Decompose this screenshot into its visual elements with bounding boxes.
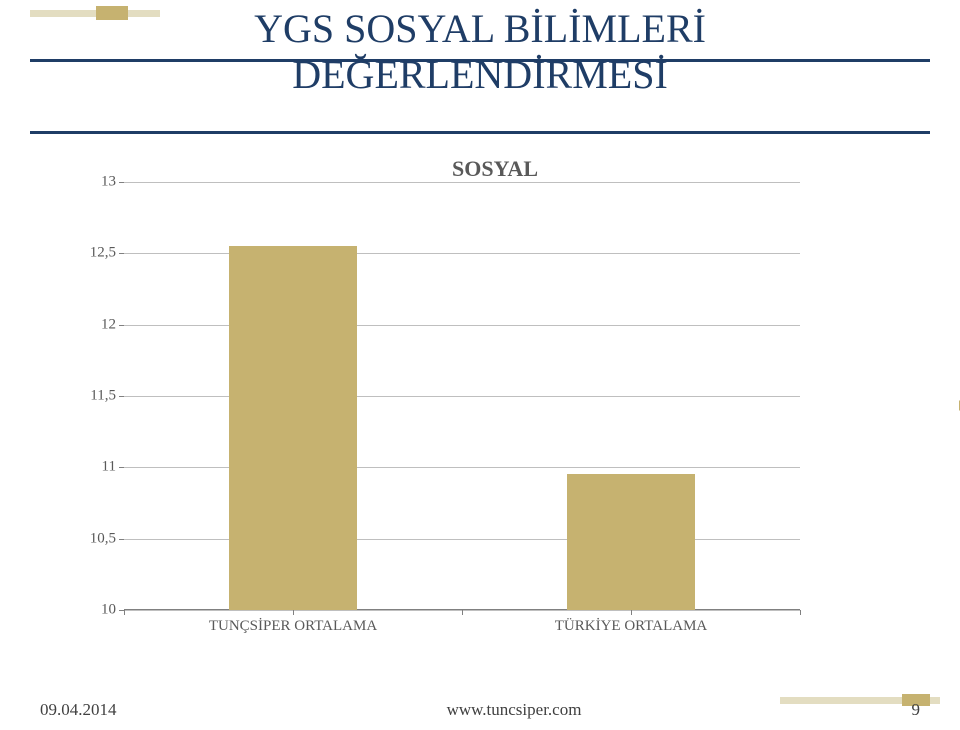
- grid-line: [124, 539, 800, 540]
- chart-title: SOSYAL: [70, 156, 920, 182]
- chart-plot: 1010,51111,51212,513TUNÇSİPER ORTALAMATÜ…: [124, 182, 800, 610]
- grid-line: [124, 253, 800, 254]
- x-boundary-tick: [124, 610, 125, 615]
- slide-title: YGS SOSYAL BİLİMLERİ DEĞERLENDİRMESİ: [60, 6, 900, 98]
- y-axis-label: 12,5: [90, 245, 116, 262]
- grid-line: [124, 467, 800, 468]
- y-axis-label: 12: [101, 316, 116, 333]
- title-rule-bottom: [30, 131, 930, 134]
- y-axis-label: 10: [101, 602, 116, 619]
- grid-line: [124, 325, 800, 326]
- grid-line: [124, 396, 800, 397]
- y-axis-label: 13: [101, 174, 116, 191]
- chart: SOSYAL 1010,51111,51212,513TUNÇSİPER ORT…: [70, 170, 920, 640]
- y-tick: [119, 467, 124, 468]
- y-axis-label: 10,5: [90, 530, 116, 547]
- y-tick: [119, 396, 124, 397]
- title-line-2: DEĞERLENDİRMESİ: [292, 52, 668, 97]
- slide: YGS SOSYAL BİLİMLERİ DEĞERLENDİRMESİ SOS…: [0, 0, 960, 730]
- y-axis-label: 11: [102, 459, 116, 476]
- y-tick: [119, 253, 124, 254]
- y-axis-label: 11,5: [90, 388, 116, 405]
- x-tick: [631, 610, 632, 615]
- x-boundary-tick: [800, 610, 801, 615]
- x-boundary-tick: [462, 610, 463, 615]
- title-block: YGS SOSYAL BİLİMLERİ DEĞERLENDİRMESİ: [60, 6, 900, 98]
- bar: [229, 246, 357, 610]
- x-tick: [293, 610, 294, 615]
- title-line-1: YGS SOSYAL BİLİMLERİ: [254, 6, 706, 51]
- grid-line: [124, 182, 800, 183]
- footer-date: 09.04.2014: [40, 700, 117, 720]
- x-axis-label: TÜRKİYE ORTALAMA: [555, 618, 707, 635]
- footer: 09.04.2014 www.tuncsiper.com 9: [40, 700, 920, 720]
- y-tick: [119, 325, 124, 326]
- footer-site: www.tuncsiper.com: [117, 700, 912, 720]
- y-tick: [119, 182, 124, 183]
- footer-page-number: 9: [912, 700, 921, 720]
- bar: [567, 474, 695, 610]
- x-axis-label: TUNÇSİPER ORTALAMA: [209, 618, 377, 635]
- y-tick: [119, 539, 124, 540]
